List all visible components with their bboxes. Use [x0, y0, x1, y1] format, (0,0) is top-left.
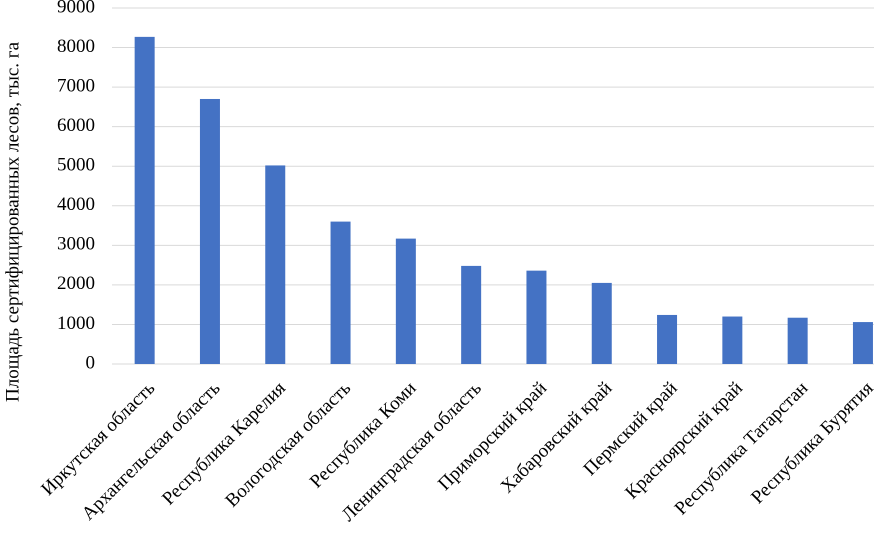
y-tick-label: 8000	[57, 36, 95, 57]
y-tick-label: 2000	[57, 273, 95, 294]
x-tick-label: Иркутская область	[37, 378, 159, 500]
bar	[591, 282, 612, 364]
bar	[330, 221, 351, 364]
y-tick-label: 3000	[57, 234, 95, 255]
bar	[526, 270, 547, 364]
x-tick-label: Красноярский край	[621, 378, 747, 504]
bar	[657, 314, 678, 364]
y-axis-label: Площадь сертифицированных лесов, тыс. га	[2, 41, 23, 402]
bar	[265, 165, 286, 364]
bar	[787, 317, 808, 364]
y-tick-label: 0	[86, 352, 96, 373]
y-tick-label: 7000	[57, 75, 95, 96]
y-tick-label: 1000	[57, 313, 95, 334]
x-tick-label: Приморский край	[434, 378, 551, 495]
y-tick-label: 9000	[57, 0, 95, 17]
x-tick-label: Республика Карелия	[158, 378, 290, 510]
x-tick-label: Хабаровский край	[497, 378, 617, 498]
y-tick-label: 6000	[57, 115, 95, 136]
bar	[134, 36, 155, 365]
y-tick-label: 4000	[57, 194, 95, 215]
bar	[199, 98, 220, 364]
bar	[722, 316, 743, 364]
bar	[852, 322, 873, 364]
y-tick-label: 5000	[57, 155, 95, 176]
x-tick-label: Вологодская область	[221, 378, 355, 512]
bar	[395, 238, 416, 364]
bar	[461, 265, 482, 364]
x-tick-label: Республика Бурятия	[747, 378, 874, 509]
